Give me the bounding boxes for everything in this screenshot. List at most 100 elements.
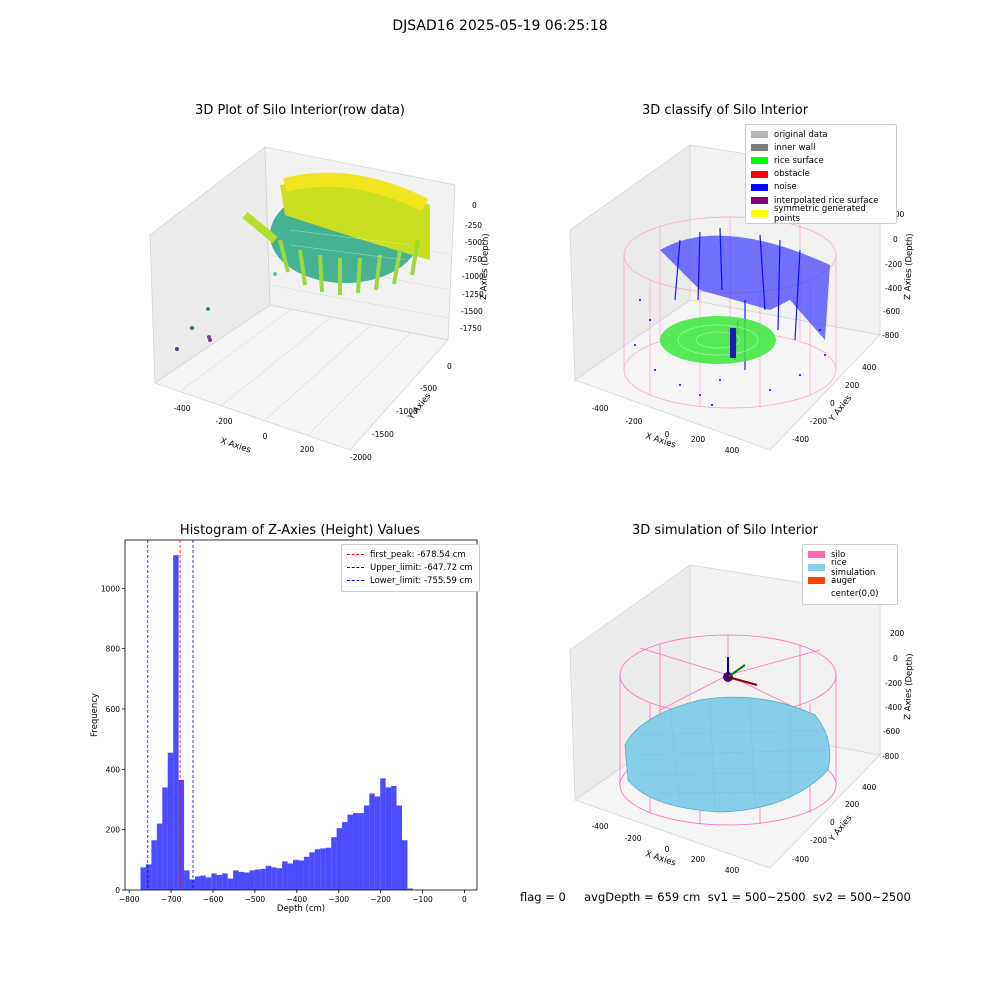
histogram-bar	[293, 859, 299, 890]
sim-ytick-1: 200	[845, 800, 860, 809]
raw-xtick-3: 200	[300, 445, 315, 454]
legend-entry-lower-limit: Lower_limit: -755.59 cm	[347, 574, 474, 587]
legend-label: auger	[831, 575, 856, 586]
rice-simulation-surface	[624, 696, 831, 813]
raw-ztick-4: -1000	[462, 272, 484, 281]
histogram-bar	[167, 752, 174, 890]
simulation-panel-title: 3D simulation of Silo Interior	[632, 523, 818, 538]
classify-xtick-4: 400	[725, 446, 740, 455]
histogram-bar	[189, 879, 195, 890]
raw-ytick-2: -1000	[396, 407, 418, 416]
legend-entry-upper-limit: Upper_limit: -647.72 cm	[347, 561, 474, 574]
legend-label: first_peak: -678.54 cm	[370, 549, 466, 560]
legend-label: silo	[831, 549, 846, 560]
raw-ytick-4: -2000	[350, 453, 372, 462]
raw-ztick-7: -1750	[460, 324, 482, 333]
sim-zlabel: Z Axies (Depth)	[903, 653, 915, 720]
status-footer: flag = 0 avgDepth = 659 cm sv1 = 500~250…	[520, 890, 911, 904]
raw-point-cloud	[175, 172, 430, 351]
histogram-bar	[325, 847, 332, 890]
histogram-bar	[260, 868, 266, 890]
histogram-bar	[244, 872, 250, 890]
histogram-bar	[347, 814, 353, 890]
legend-label: obstacle	[774, 169, 810, 180]
legend-label: rice surface	[774, 155, 824, 166]
histogram-xtick-label: 0	[462, 895, 467, 904]
legend-swatch	[751, 131, 768, 139]
histogram-bar	[227, 878, 234, 890]
histogram-xtick-label: −700	[161, 895, 182, 904]
legend-entry-interpolated-rice-surface: interpolated rice surface	[751, 194, 891, 207]
histogram-bar	[342, 822, 348, 890]
sim-ytick-0: 400	[862, 783, 877, 792]
legend-entry-noise: noise	[751, 181, 891, 194]
sim-ztick-1: 0	[893, 654, 898, 663]
legend-swatch	[751, 170, 768, 178]
auger	[723, 657, 758, 686]
classify-legend: original data inner wall rice surface ob…	[745, 124, 897, 225]
classify-ytick-0: 400	[862, 363, 877, 372]
histogram-ytick-label: 800	[106, 645, 121, 654]
histogram-bar	[314, 849, 321, 890]
classify-ytick-4: -400	[792, 435, 809, 444]
legend-swatch	[751, 183, 768, 191]
histogram-bar	[358, 813, 364, 890]
legend-line	[347, 580, 364, 582]
histogram-bar	[374, 796, 381, 890]
simulation-legend: silo rice simulation auger center(0,0)	[802, 544, 898, 605]
sim-ztick-0: 200	[890, 629, 905, 638]
histogram-ytick-label: 1000	[101, 584, 120, 593]
histogram-ytick-label: 600	[106, 705, 121, 714]
legend-label: rice simulation	[831, 557, 876, 578]
histogram-bar	[276, 868, 283, 890]
sim-xtick-1: -200	[624, 834, 641, 843]
histogram-bar	[271, 867, 277, 890]
classify-xtick-3: 200	[691, 435, 706, 444]
histogram-bar	[216, 874, 223, 890]
histogram-legend: first_peak: -678.54 cm Upper_limit: -647…	[341, 544, 480, 592]
sim-ztick-3: -400	[885, 703, 902, 712]
raw-xtick-2: 0	[263, 432, 268, 441]
sim-xtick-0: -400	[591, 822, 608, 831]
histogram-xtick-label: −500	[245, 895, 266, 904]
raw-ytick-3: -1500	[372, 430, 394, 439]
legend-swatch	[808, 590, 825, 598]
raw-ztick-2: -500	[465, 238, 482, 247]
sim-xtick-3: 200	[691, 855, 706, 864]
histogram-bar	[401, 840, 408, 890]
legend-swatch	[808, 564, 825, 572]
histogram-bar	[380, 778, 386, 890]
classify-ztick-2: -200	[885, 260, 902, 269]
legend-entry-rice-surface: rice surface	[751, 154, 891, 167]
legend-swatch	[751, 157, 768, 165]
raw-ztick-6: -1500	[461, 307, 483, 316]
legend-entry-first-peak: first_peak: -678.54 cm	[347, 548, 474, 561]
histogram-bar	[287, 863, 294, 890]
histogram-bar	[282, 861, 288, 890]
sim-ztick-5: -800	[882, 752, 899, 761]
legend-entry-silo: silo	[808, 548, 892, 561]
legend-swatch	[751, 210, 768, 218]
classify-ztick-1: 0	[893, 235, 898, 244]
rice-mesh	[634, 697, 826, 811]
histogram-bar	[391, 785, 397, 890]
raw-panel-title: 3D Plot of Silo Interior(row data)	[195, 103, 405, 118]
legend-swatch	[751, 144, 768, 152]
raw-xtick-0: -400	[173, 404, 190, 413]
histogram-bar	[162, 787, 168, 890]
histogram-bar	[222, 873, 228, 890]
histogram-bar	[369, 793, 375, 890]
classify-xtick-0: -400	[591, 404, 608, 413]
classify-ztick-5: -800	[882, 331, 899, 340]
sim-xlabel: X Axies	[644, 849, 677, 868]
histogram-bar	[145, 864, 152, 890]
legend-label: Upper_limit: -647.72 cm	[370, 562, 473, 573]
classify-ytick-3: -200	[810, 417, 827, 426]
raw-zlabel: Z Axies (Depth)	[479, 233, 491, 300]
histogram-ytick-label: 0	[115, 886, 120, 895]
raw-ztick-3: -750	[465, 255, 482, 264]
legend-swatch	[751, 197, 768, 205]
histogram-bar	[211, 873, 217, 890]
sim-ytick-2: 0	[830, 818, 835, 827]
